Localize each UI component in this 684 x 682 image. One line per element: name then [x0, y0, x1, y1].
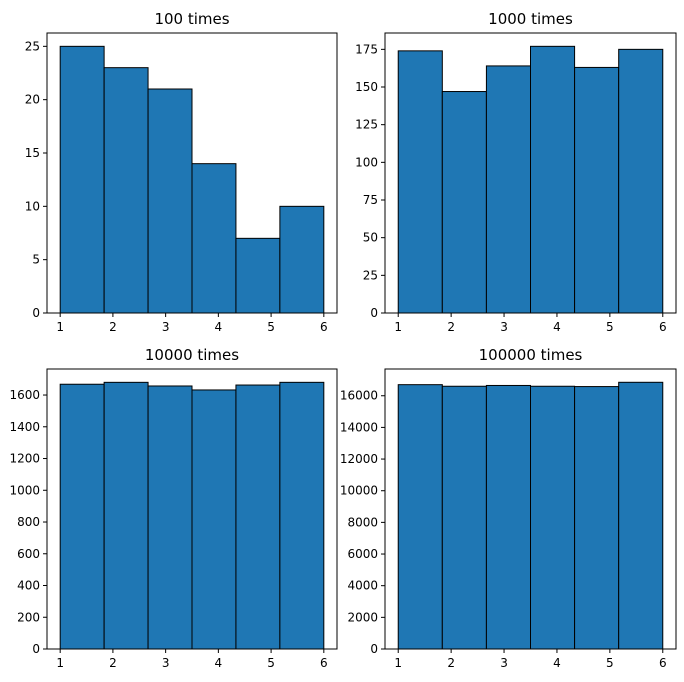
histogram-bar: [59, 45, 105, 314]
x-tick-label: 2: [447, 320, 455, 334]
x-tick-label: 6: [320, 656, 328, 670]
axes-frame: [46, 368, 338, 650]
histogram-bar: [147, 88, 193, 314]
y-tick-label: 1400: [9, 420, 40, 434]
y-tick-label: 0: [370, 306, 378, 320]
y-tick-label: 100: [355, 155, 378, 169]
x-tick-label: 5: [606, 320, 614, 334]
histogram-bar: [574, 386, 620, 650]
histogram-bar: [397, 50, 443, 314]
subplot-title: 100 times: [154, 10, 229, 28]
y-tick-label: 1000: [9, 483, 40, 497]
histogram-bar: [397, 384, 443, 650]
y-tick-label: 0: [370, 642, 378, 656]
histogram-bar: [441, 385, 487, 650]
histogram-bar: [618, 48, 664, 314]
x-tick-label: 5: [267, 656, 275, 670]
x-tick-label: 1: [394, 656, 402, 670]
x-tick-label: 6: [659, 656, 667, 670]
histogram-bar: [103, 67, 149, 314]
y-tick-label: 15: [25, 146, 40, 160]
y-tick-label: 6000: [347, 547, 378, 561]
axes-frame: [46, 32, 338, 314]
y-tick-label: 10000: [340, 484, 378, 498]
y-tick-label: 50: [363, 231, 378, 245]
subplot-1000-times: 1 2 3 4 5 6 0 25 50 75 100 125 150 175 1000 times: [355, 10, 677, 334]
subplot-title: 1000 times: [488, 10, 573, 28]
histogram-bar: [103, 381, 149, 650]
x-tick-label: 3: [162, 656, 170, 670]
x-tick-label: 4: [553, 320, 561, 334]
x-tick-label: 5: [606, 656, 614, 670]
x-tick-label: 1: [56, 320, 64, 334]
y-tick-label: 125: [355, 118, 378, 132]
y-tick-label: 4000: [347, 579, 378, 593]
histogram-bar: [191, 163, 237, 314]
histogram-bar: [279, 381, 325, 650]
y-tick-label: 8000: [347, 515, 378, 529]
y-tick-label: 25: [25, 39, 40, 53]
histogram-bar: [235, 384, 281, 650]
histogram-bar: [147, 385, 193, 650]
subplot-10000-times: 1 2 3 4 5 6 0 200 400 600 800 1000 1200 1400 1600 10000…: [9, 346, 338, 670]
x-tick-label: 2: [447, 656, 455, 670]
y-tick-label: 20: [25, 93, 40, 107]
histogram-bar: [485, 384, 532, 650]
y-tick-label: 0: [32, 642, 40, 656]
x-tick-label: 4: [215, 656, 223, 670]
x-tick-label: 3: [500, 656, 508, 670]
x-tick-label: 3: [162, 320, 170, 334]
x-tick-label: 5: [267, 320, 275, 334]
histogram-bar: [191, 389, 237, 650]
y-tick-label: 1600: [9, 388, 40, 402]
x-tick-label: 3: [500, 320, 508, 334]
x-tick-label: 2: [109, 320, 117, 334]
histogram-bar: [441, 91, 487, 314]
y-tick-label: 5: [32, 253, 40, 267]
y-tick-label: 16000: [340, 389, 378, 403]
x-tick-label: 2: [109, 656, 117, 670]
y-tick-label: 400: [17, 579, 40, 593]
histogram-bar: [530, 45, 576, 314]
subplot-title: 10000 times: [145, 346, 239, 364]
axes-frame: [384, 368, 677, 650]
x-tick-label: 4: [553, 656, 561, 670]
histogram-bar: [530, 385, 576, 650]
subplot-100-times: 1 2 3 4 5 6 0 5 10 15 20 25 100 times: [25, 10, 338, 334]
x-tick-label: 6: [320, 320, 328, 334]
y-tick-label: 10: [25, 199, 40, 213]
y-tick-label: 150: [355, 80, 378, 94]
y-tick-label: 175: [355, 42, 378, 56]
y-tick-label: 75: [363, 193, 378, 207]
histogram-bar: [235, 237, 281, 314]
histogram-bar: [485, 65, 532, 314]
x-tick-label: 6: [659, 320, 667, 334]
y-tick-label: 1200: [9, 452, 40, 466]
axes-frame: [384, 32, 677, 314]
x-tick-label: 1: [394, 320, 402, 334]
x-tick-label: 4: [215, 320, 223, 334]
y-tick-label: 0: [32, 306, 40, 320]
y-tick-label: 200: [17, 610, 40, 624]
subplot-100000-times: 1 2 3 4 5 6 0 2000 4000 6000 8000 10000 12000 14000 16…: [340, 346, 677, 670]
y-tick-label: 600: [17, 547, 40, 561]
x-tick-label: 1: [56, 656, 64, 670]
y-tick-label: 800: [17, 515, 40, 529]
histogram-bar: [618, 381, 664, 650]
y-tick-label: 12000: [340, 452, 378, 466]
histogram-bar: [279, 205, 325, 314]
histogram-bar: [59, 383, 105, 650]
y-tick-label: 25: [363, 268, 378, 282]
y-tick-label: 2000: [347, 610, 378, 624]
subplot-title: 100000 times: [479, 346, 583, 364]
y-tick-label: 14000: [340, 420, 378, 434]
histogram-bar: [574, 66, 620, 314]
